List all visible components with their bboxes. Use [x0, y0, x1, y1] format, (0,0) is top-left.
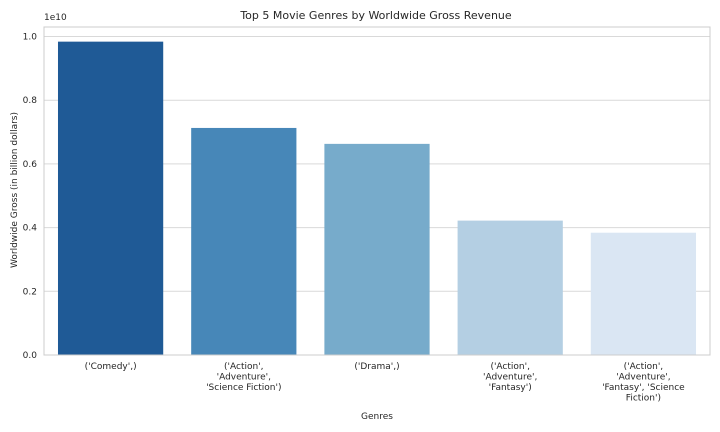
x-tick-label-line: 'Fantasy')	[489, 383, 532, 393]
bar	[57, 41, 164, 355]
y-tick-label: 0.8	[23, 96, 38, 106]
y-offset-text: 1e10	[44, 13, 67, 23]
y-tick-label: 0.6	[23, 160, 38, 170]
x-tick-label-line: Fiction')	[626, 394, 661, 404]
x-tick-label-line: ('Action',	[490, 362, 530, 372]
x-tick-label-line: 'Adventure',	[217, 373, 271, 383]
bar	[590, 232, 697, 355]
bars	[57, 41, 697, 355]
x-tick-label: ('Action', 'Adventure', 'Fantasy')	[483, 362, 537, 393]
y-tick-label: 1.0	[23, 33, 38, 43]
bar	[324, 143, 430, 355]
bar	[191, 127, 297, 355]
bar	[457, 220, 563, 355]
y-axis-label: Worldwide Gross (in billion dollars)	[10, 112, 20, 268]
x-tick-label-line: ('Comedy',)	[85, 362, 137, 372]
plot-frame	[43, 26, 711, 356]
x-tick-label: ('Action', 'Adventure', 'Science Fiction')	[206, 362, 281, 393]
x-tick-label-line: ('Action',	[624, 362, 664, 372]
x-tick-label-line: 'Adventure',	[483, 373, 537, 383]
chart-title: Top 5 Movie Genres by Worldwide Gross Re…	[239, 9, 512, 22]
y-tick-label: 0.0	[23, 351, 38, 361]
x-tick-label-line: ('Drama',)	[354, 362, 399, 372]
x-tick-label: ('Drama',)	[354, 362, 399, 372]
x-tick-label-line: 'Fantasy', 'Science	[602, 383, 685, 393]
x-tick-label: ('Comedy',)	[85, 362, 137, 372]
y-tick-labels: 0.0 0.2 0.4 0.6 0.8 1.0	[23, 33, 38, 361]
x-tick-label-line: 'Science Fiction')	[206, 383, 281, 393]
x-tick-labels: ('Comedy',) ('Action', 'Adventure', 'Scienc…	[85, 362, 686, 404]
x-tick-label-line: ('Action',	[224, 362, 264, 372]
x-axis-label: Genres	[361, 412, 393, 422]
y-tick-label: 0.2	[23, 287, 37, 297]
y-tick-label: 0.4	[23, 224, 38, 234]
x-tick-label-line: 'Adventure',	[616, 373, 670, 383]
x-tick-label: ('Action', 'Adventure', 'Fantasy', 'Scienc…	[602, 362, 685, 404]
